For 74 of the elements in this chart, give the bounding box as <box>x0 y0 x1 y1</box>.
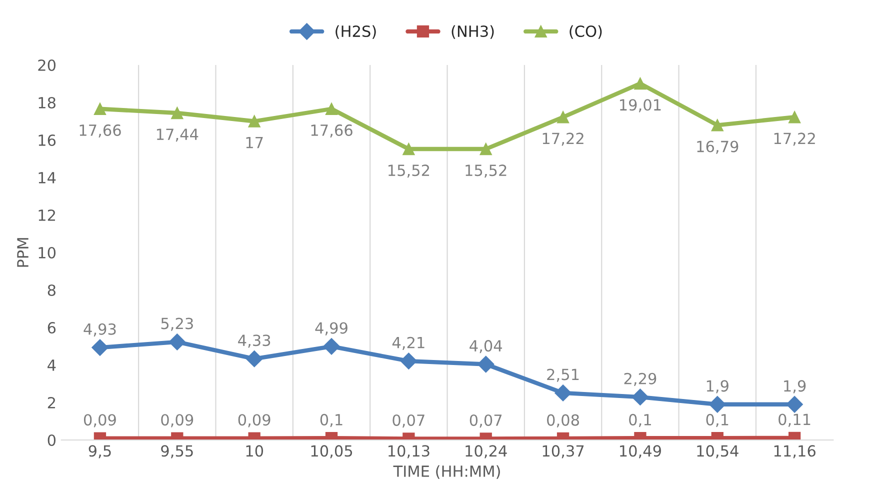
x-tick-label: 11,16 <box>774 445 816 458</box>
data-label: 0,09 <box>238 414 270 428</box>
x-axis-title: TIME (HH:MM) <box>393 465 500 479</box>
data-label: 17,66 <box>80 124 121 138</box>
data-label: 19,01 <box>620 99 661 112</box>
data-label: 2,51 <box>547 368 579 382</box>
data-label: 17,22 <box>774 132 815 146</box>
point <box>325 102 338 115</box>
data-label: 0,09 <box>84 414 116 428</box>
data-label: 0,07 <box>392 414 424 428</box>
data-label: 0,09 <box>161 414 194 428</box>
point <box>400 352 418 370</box>
x-tick-label: 10,49 <box>620 445 662 458</box>
point <box>480 142 492 156</box>
y-tick-label: 12 <box>38 209 55 221</box>
y-tick-label: 18 <box>38 96 56 109</box>
point <box>788 111 801 124</box>
data-label: 4,93 <box>84 323 116 336</box>
y-tick-label: 14 <box>38 172 56 184</box>
legend-label: (NH3) <box>452 25 494 39</box>
point <box>477 356 494 373</box>
point <box>92 339 108 356</box>
point <box>94 102 106 115</box>
data-label: 1,9 <box>784 380 806 394</box>
point <box>171 106 184 120</box>
y-tick-label: 4 <box>48 360 56 371</box>
x-tick-label: 10,13 <box>388 445 430 458</box>
data-label: 0,08 <box>547 414 579 428</box>
x-tick-label: 9,5 <box>88 445 111 458</box>
data-label: 4,33 <box>238 334 270 348</box>
data-label: 0,07 <box>470 414 502 428</box>
data-label: 15,52 <box>388 164 430 178</box>
data-label: 5,23 <box>161 318 193 331</box>
point <box>323 338 340 355</box>
legend-label: (CO) <box>570 25 602 39</box>
data-label: 16,79 <box>697 140 738 154</box>
data-label: 15,52 <box>466 164 506 178</box>
x-tick-label: 10,05 <box>311 445 352 458</box>
y-tick-label: 2 <box>48 396 55 408</box>
point <box>632 388 649 406</box>
y-tick-label: 0 <box>48 434 56 446</box>
point <box>168 334 186 350</box>
point <box>248 115 260 128</box>
data-label: 0,1 <box>629 414 651 427</box>
data-label: 17,44 <box>156 128 198 142</box>
y-tick-label: 6 <box>48 322 56 334</box>
x-tick-label: 9,55 <box>161 445 193 458</box>
data-label: 0,11 <box>778 414 810 427</box>
data-label: 1,9 <box>706 380 728 394</box>
x-tick-label: 10,37 <box>542 445 584 458</box>
data-label: 0,1 <box>320 414 342 427</box>
data-label: 4,99 <box>315 322 348 336</box>
point <box>556 111 570 124</box>
point <box>246 350 263 368</box>
point <box>634 77 646 90</box>
x-tick-label: 10 <box>246 445 264 457</box>
y-tick-label: 10 <box>38 246 56 259</box>
legend-label: (H2S) <box>336 25 376 39</box>
data-label: 17,66 <box>311 124 352 138</box>
x-tick-label: 10,54 <box>697 445 738 458</box>
point <box>402 142 415 156</box>
data-label: 17,22 <box>542 132 584 146</box>
data-label: 17 <box>246 137 263 148</box>
x-tick-label: 10,24 <box>466 445 507 458</box>
y-axis-title: PPM <box>17 238 28 267</box>
y-tick-label: 16 <box>38 134 56 146</box>
y-tick-label: 8 <box>48 284 56 296</box>
point <box>554 384 572 402</box>
point <box>711 119 724 132</box>
data-label: 4,04 <box>470 340 502 354</box>
data-label: 0,1 <box>706 414 728 427</box>
data-label: 4,21 <box>392 336 424 350</box>
data-label: 2,29 <box>624 372 656 386</box>
y-tick-label: 20 <box>38 59 56 72</box>
